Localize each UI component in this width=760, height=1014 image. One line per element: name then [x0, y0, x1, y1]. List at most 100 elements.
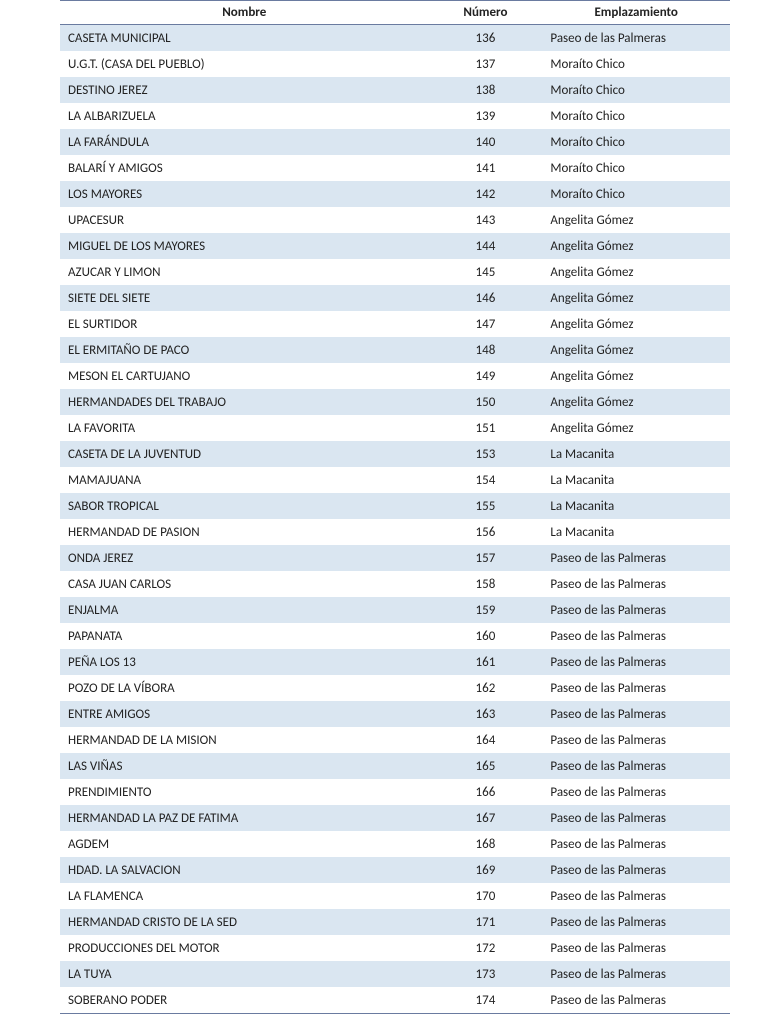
- cell-nombre: MIGUEL DE LOS MAYORES: [60, 233, 429, 259]
- col-header-numero: Número: [429, 1, 543, 25]
- cell-nombre: LOS MAYORES: [60, 181, 429, 207]
- cell-nombre: HERMANDAD LA PAZ DE FATIMA: [60, 805, 429, 831]
- cell-emplazamiento: Angelita Gómez: [542, 259, 730, 285]
- cell-emplazamiento: Paseo de las Palmeras: [542, 805, 730, 831]
- cell-emplazamiento: Paseo de las Palmeras: [542, 727, 730, 753]
- cell-emplazamiento: Angelita Gómez: [542, 415, 730, 441]
- cell-numero: 155: [429, 493, 543, 519]
- cell-numero: 147: [429, 311, 543, 337]
- cell-emplazamiento: Paseo de las Palmeras: [542, 25, 730, 52]
- cell-nombre: LA FLAMENCA: [60, 883, 429, 909]
- cell-nombre: EL SURTIDOR: [60, 311, 429, 337]
- table-row: POZO DE LA VÍBORA162Paseo de las Palmera…: [60, 675, 730, 701]
- cell-nombre: CASETA MUNICIPAL: [60, 25, 429, 52]
- cell-emplazamiento: Paseo de las Palmeras: [542, 935, 730, 961]
- cell-numero: 150: [429, 389, 543, 415]
- cell-nombre: PEÑA LOS 13: [60, 649, 429, 675]
- cell-nombre: DESTINO JEREZ: [60, 77, 429, 103]
- cell-emplazamiento: Moraíto Chico: [542, 155, 730, 181]
- cell-emplazamiento: Angelita Gómez: [542, 311, 730, 337]
- cell-numero: 140: [429, 129, 543, 155]
- table-row: SOBERANO PODER174Paseo de las Palmeras: [60, 987, 730, 1014]
- cell-emplazamiento: Angelita Gómez: [542, 389, 730, 415]
- cell-emplazamiento: Angelita Gómez: [542, 207, 730, 233]
- cell-nombre: U.G.T. (CASA DEL PUEBLO): [60, 51, 429, 77]
- cell-emplazamiento: Paseo de las Palmeras: [542, 649, 730, 675]
- cell-nombre: MAMAJUANA: [60, 467, 429, 493]
- cell-emplazamiento: Moraíto Chico: [542, 51, 730, 77]
- cell-numero: 164: [429, 727, 543, 753]
- cell-nombre: CASETA DE LA JUVENTUD: [60, 441, 429, 467]
- table-row: CASETA MUNICIPAL136Paseo de las Palmeras: [60, 25, 730, 52]
- table-row: HERMANDAD DE PASION156La Macanita: [60, 519, 730, 545]
- cell-nombre: SABOR TROPICAL: [60, 493, 429, 519]
- cell-nombre: ONDA JEREZ: [60, 545, 429, 571]
- cell-emplazamiento: Moraíto Chico: [542, 181, 730, 207]
- table-row: MESON EL CARTUJANO149Angelita Gómez: [60, 363, 730, 389]
- cell-nombre: POZO DE LA VÍBORA: [60, 675, 429, 701]
- cell-nombre: BALARÍ Y AMIGOS: [60, 155, 429, 181]
- cell-emplazamiento: Moraíto Chico: [542, 129, 730, 155]
- cell-numero: 174: [429, 987, 543, 1014]
- cell-numero: 145: [429, 259, 543, 285]
- table-body: CASETA MUNICIPAL136Paseo de las Palmeras…: [60, 25, 730, 1014]
- table-row: AZUCAR Y LIMON145Angelita Gómez: [60, 259, 730, 285]
- cell-numero: 144: [429, 233, 543, 259]
- table-row: PRENDIMIENTO166Paseo de las Palmeras: [60, 779, 730, 805]
- cell-nombre: ENJALMA: [60, 597, 429, 623]
- cell-emplazamiento: Paseo de las Palmeras: [542, 987, 730, 1014]
- table-row: SIETE DEL SIETE146Angelita Gómez: [60, 285, 730, 311]
- cell-numero: 167: [429, 805, 543, 831]
- table-row: BALARÍ Y AMIGOS141Moraíto Chico: [60, 155, 730, 181]
- table-row: HERMANDADES DEL TRABAJO150Angelita Gómez: [60, 389, 730, 415]
- table-row: LA FARÁNDULA140Moraíto Chico: [60, 129, 730, 155]
- table-row: LA TUYA173Paseo de las Palmeras: [60, 961, 730, 987]
- cell-emplazamiento: La Macanita: [542, 519, 730, 545]
- table-row: HDAD. LA SALVACION169Paseo de las Palmer…: [60, 857, 730, 883]
- cell-emplazamiento: Paseo de las Palmeras: [542, 571, 730, 597]
- cell-nombre: HERMANDAD CRISTO DE LA SED: [60, 909, 429, 935]
- cell-emplazamiento: Paseo de las Palmeras: [542, 623, 730, 649]
- cell-numero: 156: [429, 519, 543, 545]
- cell-emplazamiento: Paseo de las Palmeras: [542, 701, 730, 727]
- cell-numero: 158: [429, 571, 543, 597]
- cell-nombre: PRENDIMIENTO: [60, 779, 429, 805]
- cell-numero: 151: [429, 415, 543, 441]
- cell-nombre: HDAD. LA SALVACION: [60, 857, 429, 883]
- table-row: EL ERMITAÑO DE PACO148Angelita Gómez: [60, 337, 730, 363]
- cell-numero: 142: [429, 181, 543, 207]
- cell-nombre: ENTRE AMIGOS: [60, 701, 429, 727]
- cell-numero: 138: [429, 77, 543, 103]
- table-row: DESTINO JEREZ138Moraíto Chico: [60, 77, 730, 103]
- table-row: ENTRE AMIGOS163Paseo de las Palmeras: [60, 701, 730, 727]
- cell-numero: 157: [429, 545, 543, 571]
- cell-nombre: LA FAVORITA: [60, 415, 429, 441]
- cell-nombre: UPACESUR: [60, 207, 429, 233]
- cell-emplazamiento: Paseo de las Palmeras: [542, 545, 730, 571]
- cell-nombre: AGDEM: [60, 831, 429, 857]
- cell-numero: 160: [429, 623, 543, 649]
- cell-numero: 146: [429, 285, 543, 311]
- cell-nombre: PAPANATA: [60, 623, 429, 649]
- cell-numero: 169: [429, 857, 543, 883]
- cell-numero: 143: [429, 207, 543, 233]
- cell-numero: 139: [429, 103, 543, 129]
- table-row: SABOR TROPICAL155La Macanita: [60, 493, 730, 519]
- cell-numero: 154: [429, 467, 543, 493]
- table-row: EL SURTIDOR147Angelita Gómez: [60, 311, 730, 337]
- cell-nombre: PRODUCCIONES DEL MOTOR: [60, 935, 429, 961]
- cell-nombre: LA FARÁNDULA: [60, 129, 429, 155]
- cell-emplazamiento: La Macanita: [542, 441, 730, 467]
- table-row: HERMANDAD LA PAZ DE FATIMA167Paseo de la…: [60, 805, 730, 831]
- cell-emplazamiento: Angelita Gómez: [542, 363, 730, 389]
- cell-numero: 171: [429, 909, 543, 935]
- cell-numero: 165: [429, 753, 543, 779]
- cell-numero: 141: [429, 155, 543, 181]
- cell-numero: 166: [429, 779, 543, 805]
- cell-emplazamiento: La Macanita: [542, 467, 730, 493]
- table-row: ONDA JEREZ157Paseo de las Palmeras: [60, 545, 730, 571]
- cell-emplazamiento: Paseo de las Palmeras: [542, 831, 730, 857]
- cell-emplazamiento: Paseo de las Palmeras: [542, 675, 730, 701]
- cell-emplazamiento: Paseo de las Palmeras: [542, 857, 730, 883]
- cell-nombre: AZUCAR Y LIMON: [60, 259, 429, 285]
